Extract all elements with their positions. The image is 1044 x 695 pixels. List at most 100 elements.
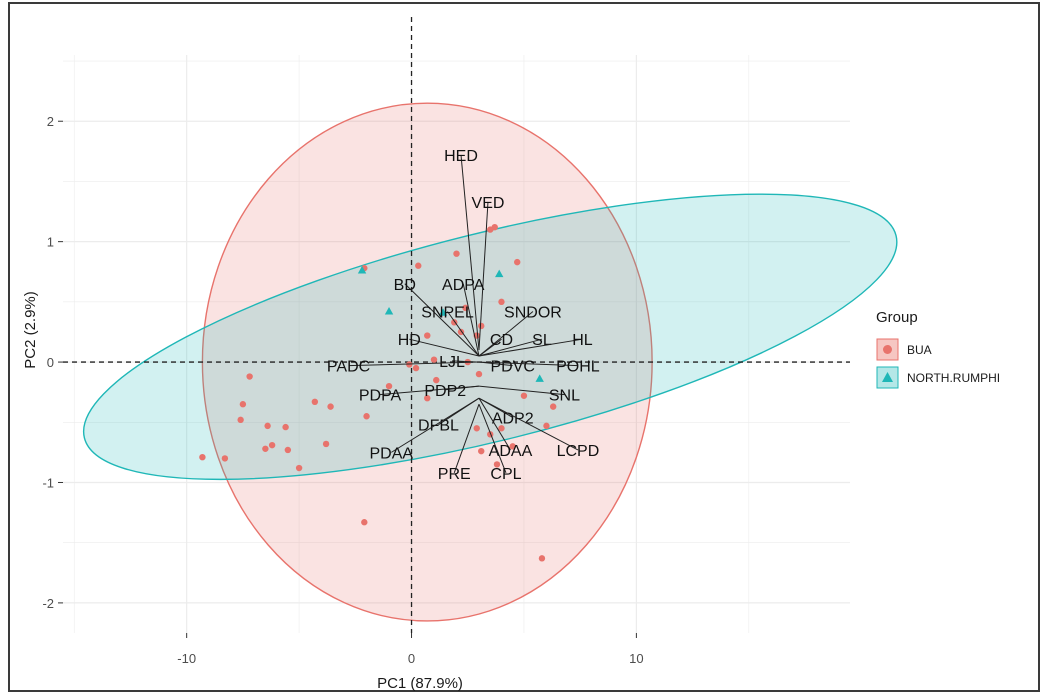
point-bua (282, 423, 289, 431)
point-bua (385, 382, 393, 390)
loading-label: HED (444, 148, 478, 165)
y-tick-label: -2 (42, 596, 54, 611)
point-bua (415, 262, 422, 269)
loading-label: SNL (549, 388, 580, 405)
loading-line (478, 338, 583, 357)
y-tick-label: 1 (47, 235, 54, 250)
point-bua (514, 258, 521, 266)
point-bua (498, 298, 505, 306)
loading-label: CPL (490, 466, 521, 483)
legend-title: Group (876, 309, 918, 326)
grid-lines (63, 55, 850, 633)
x-axis-title: PC1 (87.9%) (377, 675, 463, 692)
x-tick-label: -10 (177, 651, 196, 666)
point-bua (543, 422, 550, 430)
loading-line (478, 385, 565, 396)
point-bua (237, 416, 244, 424)
point-bua (473, 425, 480, 432)
point-bua (268, 441, 276, 449)
point-bua (295, 464, 303, 472)
point-bua (478, 447, 485, 455)
loading-line (478, 201, 489, 351)
plot-panel (63, 55, 850, 633)
legend: Group BUA NORTH.RUMPHI (876, 309, 1000, 389)
legend-key-north-rumphi-marker (882, 372, 893, 382)
y-tick-label: -1 (42, 475, 54, 490)
point-bua (284, 446, 292, 454)
point-bua (478, 322, 485, 330)
point-bua (453, 250, 460, 257)
loading-label: SNPEL (421, 304, 474, 321)
point-bua (322, 440, 330, 448)
reference-lines (63, 17, 850, 633)
loading-label: VED (472, 195, 505, 212)
point-bua (424, 394, 431, 402)
point-bua (538, 555, 546, 562)
loading-line (478, 338, 543, 357)
point-bua (327, 403, 334, 410)
point-bua (433, 376, 440, 384)
point-bua (462, 304, 469, 312)
loading-line (404, 283, 480, 357)
point-north-rumphi (384, 306, 394, 315)
loading-line (453, 404, 480, 474)
loading-line (391, 397, 480, 453)
point-bua (311, 398, 319, 405)
loading-label: HL (572, 332, 593, 349)
point-bua (239, 401, 247, 408)
loading-label: PDAA (370, 445, 414, 462)
loading-line (462, 283, 480, 357)
point-bua (493, 461, 501, 468)
loading-label: SNDOR (504, 304, 562, 321)
loading-line (478, 404, 507, 474)
point-north-rumphi (495, 269, 504, 278)
loading-label: PDVC (490, 359, 534, 376)
point-bua (246, 373, 253, 380)
loading-label: DFBL (418, 418, 459, 435)
point-north-rumphi (535, 374, 544, 382)
loading-label: ADPA (442, 277, 485, 294)
point-bua (491, 223, 498, 231)
point-bua (363, 413, 370, 420)
loading-label: PADC (327, 359, 370, 376)
point-north-rumphi (357, 266, 367, 274)
point-bua (424, 332, 431, 339)
point-bua (498, 425, 505, 432)
point-bua (199, 453, 206, 461)
point-bua (475, 370, 483, 378)
loading-line (478, 311, 534, 357)
loading-line (447, 311, 480, 357)
point-bua (509, 443, 516, 450)
loading-line (348, 361, 479, 367)
point-bua (262, 445, 269, 452)
loading-label: PDP2 (424, 383, 466, 400)
loading-line (478, 361, 578, 367)
loading-line (445, 385, 480, 391)
loading-line (409, 338, 480, 357)
y-tick-label: 2 (47, 114, 54, 129)
y-tick-label: 0 (47, 355, 54, 370)
point-north-rumphi (438, 308, 448, 316)
loading-line (460, 154, 480, 351)
loading-label: PDPA (359, 388, 402, 405)
point-bua (430, 356, 438, 363)
x-tick-label: 0 (408, 651, 415, 666)
point-bua (264, 422, 271, 430)
point-bua (221, 455, 229, 462)
point-bua (361, 519, 368, 526)
x-tick-label: 10 (629, 651, 643, 666)
loading-label: POHL (556, 359, 600, 376)
legend-key-bua-marker (883, 345, 892, 354)
legend-label-north-rumphi: NORTH.RUMPHI (907, 371, 1000, 385)
legend-label-bua: BUA (907, 343, 932, 357)
loading-label: LCPD (557, 443, 600, 460)
y-axis-title: PC2 (2.9%) (22, 291, 39, 369)
loading-label: BD (394, 277, 416, 294)
loading-label: HD (398, 332, 421, 349)
loading-label: PRE (438, 466, 471, 483)
point-bua (549, 403, 557, 410)
loading-label: ADP2 (492, 410, 534, 427)
point-bua (520, 392, 528, 399)
